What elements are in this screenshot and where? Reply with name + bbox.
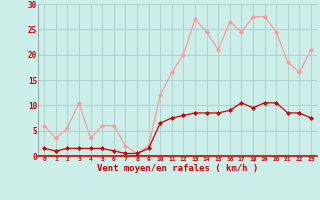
X-axis label: Vent moyen/en rafales ( km/h ): Vent moyen/en rafales ( km/h ) bbox=[97, 164, 258, 173]
